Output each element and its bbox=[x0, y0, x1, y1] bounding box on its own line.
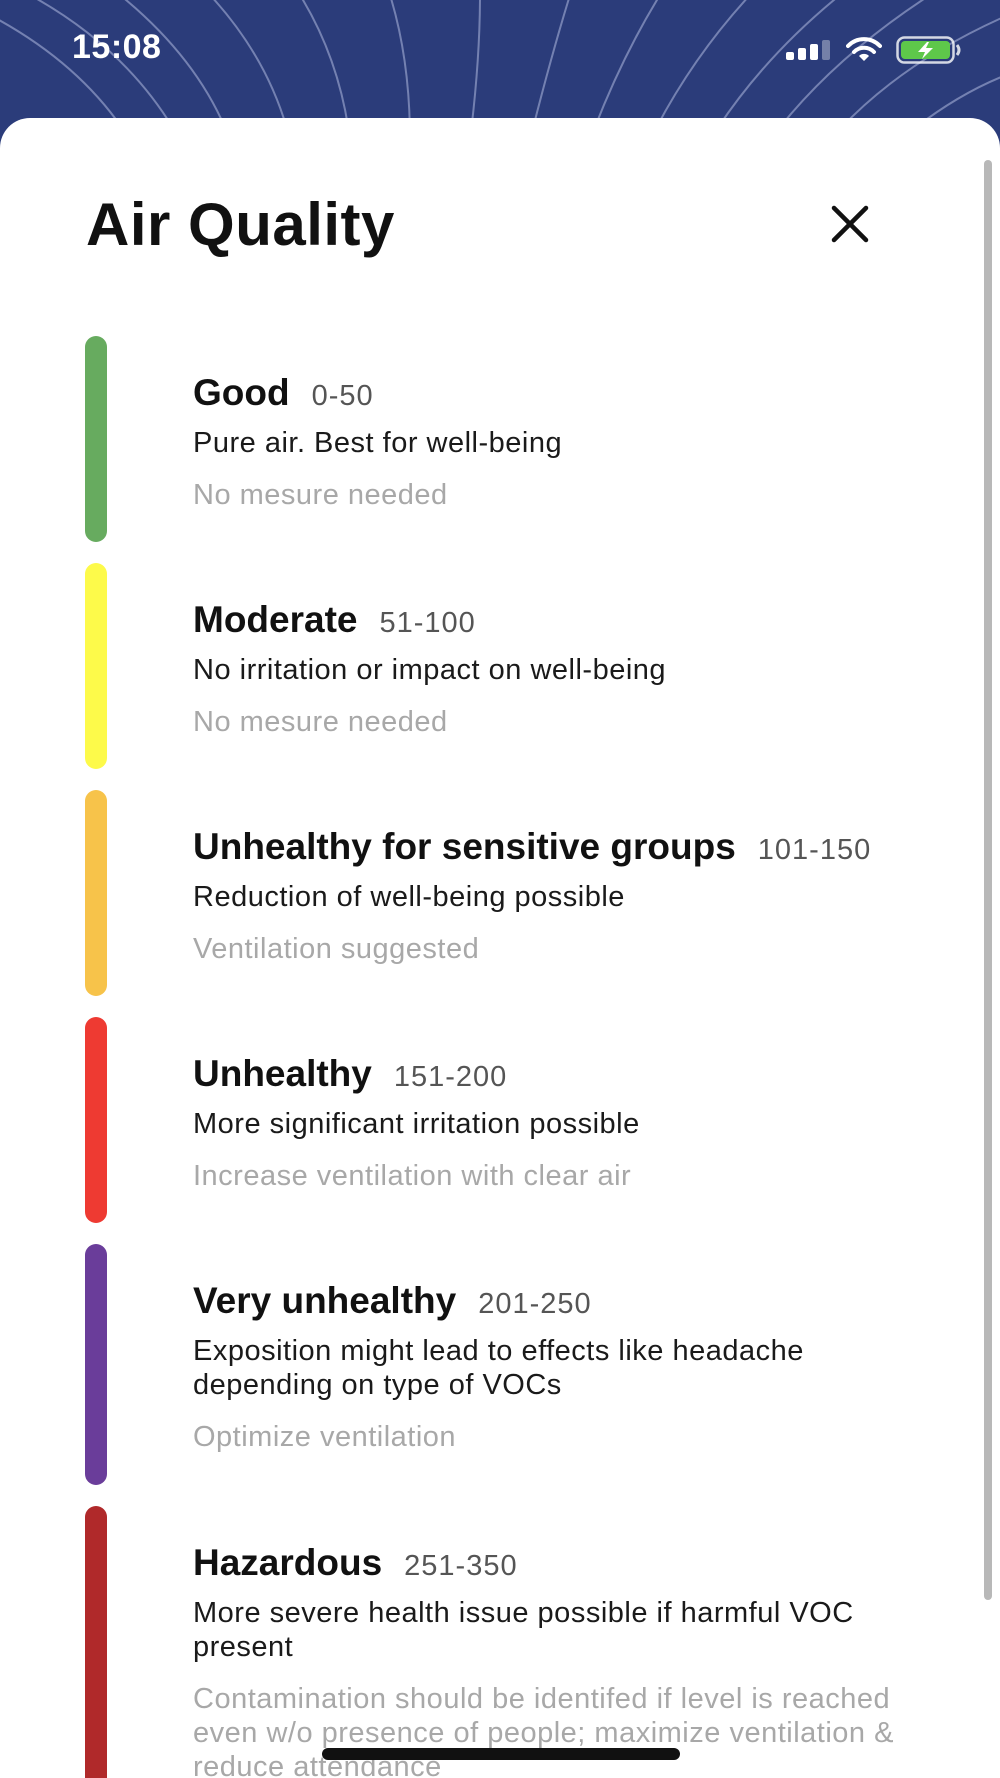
level-range: 201-250 bbox=[478, 1288, 592, 1320]
level-heading: Moderate 51-100 bbox=[193, 599, 933, 641]
level-range: 51-100 bbox=[379, 607, 476, 639]
level-measure: No mesure needed bbox=[193, 479, 448, 511]
level-name: Unhealthy bbox=[193, 1053, 372, 1094]
air-quality-sheet: Air Quality Good 0-50 Pure air. Best for… bbox=[0, 118, 1000, 1778]
level-description: Pure air. Best for well-being bbox=[193, 427, 563, 459]
status-bar: 15:08 bbox=[0, 0, 1000, 100]
battery-charging-icon bbox=[896, 36, 961, 64]
level-heading: Unhealthy 151-200 bbox=[193, 1053, 933, 1095]
level-text: Moderate 51-100 No irritation or impact … bbox=[193, 599, 933, 739]
scrollbar[interactable] bbox=[984, 160, 992, 1600]
level-text: Unhealthy 151-200 More significant irrit… bbox=[193, 1053, 933, 1193]
level-range: 0-50 bbox=[311, 380, 374, 412]
level-measure: Increase ventilation with clear air bbox=[193, 1160, 632, 1192]
level-heading: Very unhealthy 201-250 bbox=[193, 1280, 933, 1322]
home-indicator[interactable] bbox=[322, 1748, 680, 1760]
status-icons bbox=[786, 36, 962, 64]
level-color-bar bbox=[85, 336, 107, 542]
level-description: More severe health issue possible if har… bbox=[193, 1597, 854, 1663]
wifi-icon bbox=[846, 37, 882, 61]
level-name: Hazardous bbox=[193, 1542, 383, 1583]
level-range: 101-150 bbox=[757, 834, 872, 866]
level-text: Unhealthy for sensitive groups 101-150 R… bbox=[193, 826, 933, 966]
level-range: 251-350 bbox=[404, 1550, 518, 1582]
level-range: 151-200 bbox=[393, 1061, 508, 1093]
level-color-bar bbox=[85, 1017, 107, 1223]
level-measure: No mesure needed bbox=[193, 706, 448, 738]
level-color-bar bbox=[85, 1506, 107, 1778]
level-name: Very unhealthy bbox=[193, 1280, 457, 1321]
level-description: No irritation or impact on well-being bbox=[193, 654, 667, 686]
level-heading: Unhealthy for sensitive groups 101-150 bbox=[193, 826, 933, 868]
level-description: Reduction of well-being possible bbox=[193, 881, 625, 913]
sheet-title: Air Quality bbox=[86, 191, 395, 258]
level-name: Moderate bbox=[193, 599, 358, 640]
level-heading: Hazardous 251-350 bbox=[193, 1542, 933, 1584]
level-measure: Optimize ventilation bbox=[193, 1421, 457, 1453]
level-description: Exposition might lead to effects like he… bbox=[193, 1335, 804, 1401]
level-description: More significant irritation possible bbox=[193, 1108, 640, 1140]
level-text: Good 0-50 Pure air. Best for well-being … bbox=[193, 372, 933, 512]
level-color-bar bbox=[85, 1244, 107, 1485]
level-heading: Good 0-50 bbox=[193, 372, 933, 414]
status-time: 15:08 bbox=[72, 28, 162, 66]
level-measure: Contamination should be identifed if lev… bbox=[193, 1683, 894, 1778]
cellular-signal-icon bbox=[786, 40, 830, 60]
level-color-bar bbox=[85, 563, 107, 769]
level-name: Good bbox=[193, 372, 290, 413]
close-button[interactable] bbox=[822, 196, 878, 252]
level-text: Very unhealthy 201-250 Exposition might … bbox=[193, 1280, 933, 1454]
close-icon bbox=[831, 205, 869, 243]
level-measure: Ventilation suggested bbox=[193, 933, 480, 965]
level-text: Hazardous 251-350 More severe health iss… bbox=[193, 1542, 933, 1778]
level-color-bar bbox=[85, 790, 107, 996]
level-name: Unhealthy for sensitive groups bbox=[193, 826, 736, 867]
